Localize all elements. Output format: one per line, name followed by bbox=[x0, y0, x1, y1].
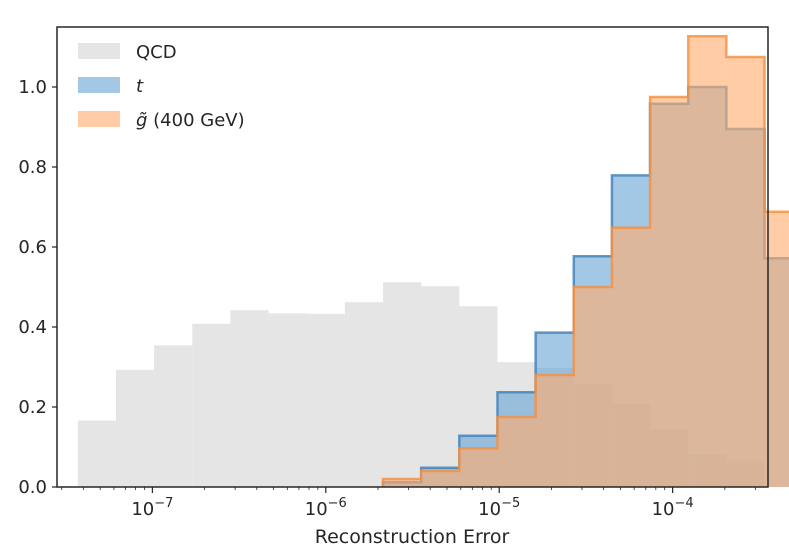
y-tick-label: 1.0 bbox=[18, 77, 47, 98]
x-axis: 10−7 10−6 10−5 10−4 bbox=[61, 487, 756, 520]
bar bbox=[726, 57, 765, 487]
y-axis: 0.0 0.2 0.4 0.6 0.8 1.0 bbox=[18, 77, 57, 498]
bar bbox=[383, 282, 422, 487]
bar bbox=[497, 417, 536, 487]
y-tick-label: 0.8 bbox=[18, 157, 47, 178]
series-g-400-gev- bbox=[381, 34, 789, 488]
bar bbox=[650, 97, 689, 487]
x-tick-label: 10−4 bbox=[652, 496, 694, 520]
plot-frame bbox=[56, 26, 769, 488]
bar bbox=[268, 313, 307, 487]
y-tick-label: 0.6 bbox=[18, 237, 47, 258]
bar bbox=[306, 313, 345, 487]
legend-swatch bbox=[78, 43, 120, 59]
series-outline bbox=[381, 34, 789, 487]
legend-label: t bbox=[136, 76, 144, 97]
bar bbox=[421, 286, 460, 487]
bar bbox=[192, 323, 231, 487]
bar bbox=[573, 287, 612, 487]
bar bbox=[421, 471, 460, 487]
y-tick-label: 0.4 bbox=[18, 317, 47, 338]
bar bbox=[611, 227, 651, 488]
x-tick-label: 10−5 bbox=[478, 496, 520, 520]
bar bbox=[535, 375, 574, 487]
legend-label: g̃ (400 GeV) bbox=[136, 110, 245, 131]
legend: QCD t g̃ (400 GeV) bbox=[78, 42, 245, 131]
bar bbox=[383, 479, 422, 487]
bar bbox=[230, 310, 269, 487]
bar bbox=[459, 448, 498, 487]
legend-swatch bbox=[78, 77, 120, 93]
bar bbox=[77, 420, 116, 487]
bar bbox=[115, 369, 155, 487]
legend-label: QCD bbox=[136, 42, 177, 63]
y-tick-label: 0.0 bbox=[18, 477, 47, 498]
bar bbox=[344, 302, 384, 487]
x-tick-label: 10−6 bbox=[305, 496, 347, 520]
y-tick-label: 0.2 bbox=[18, 397, 47, 418]
x-tick-label: 10−7 bbox=[131, 496, 173, 520]
legend-swatch bbox=[78, 111, 120, 127]
bar bbox=[688, 36, 727, 487]
histogram-bars bbox=[77, 34, 789, 488]
bar bbox=[154, 345, 193, 487]
x-axis-label: Reconstruction Error bbox=[315, 526, 510, 548]
